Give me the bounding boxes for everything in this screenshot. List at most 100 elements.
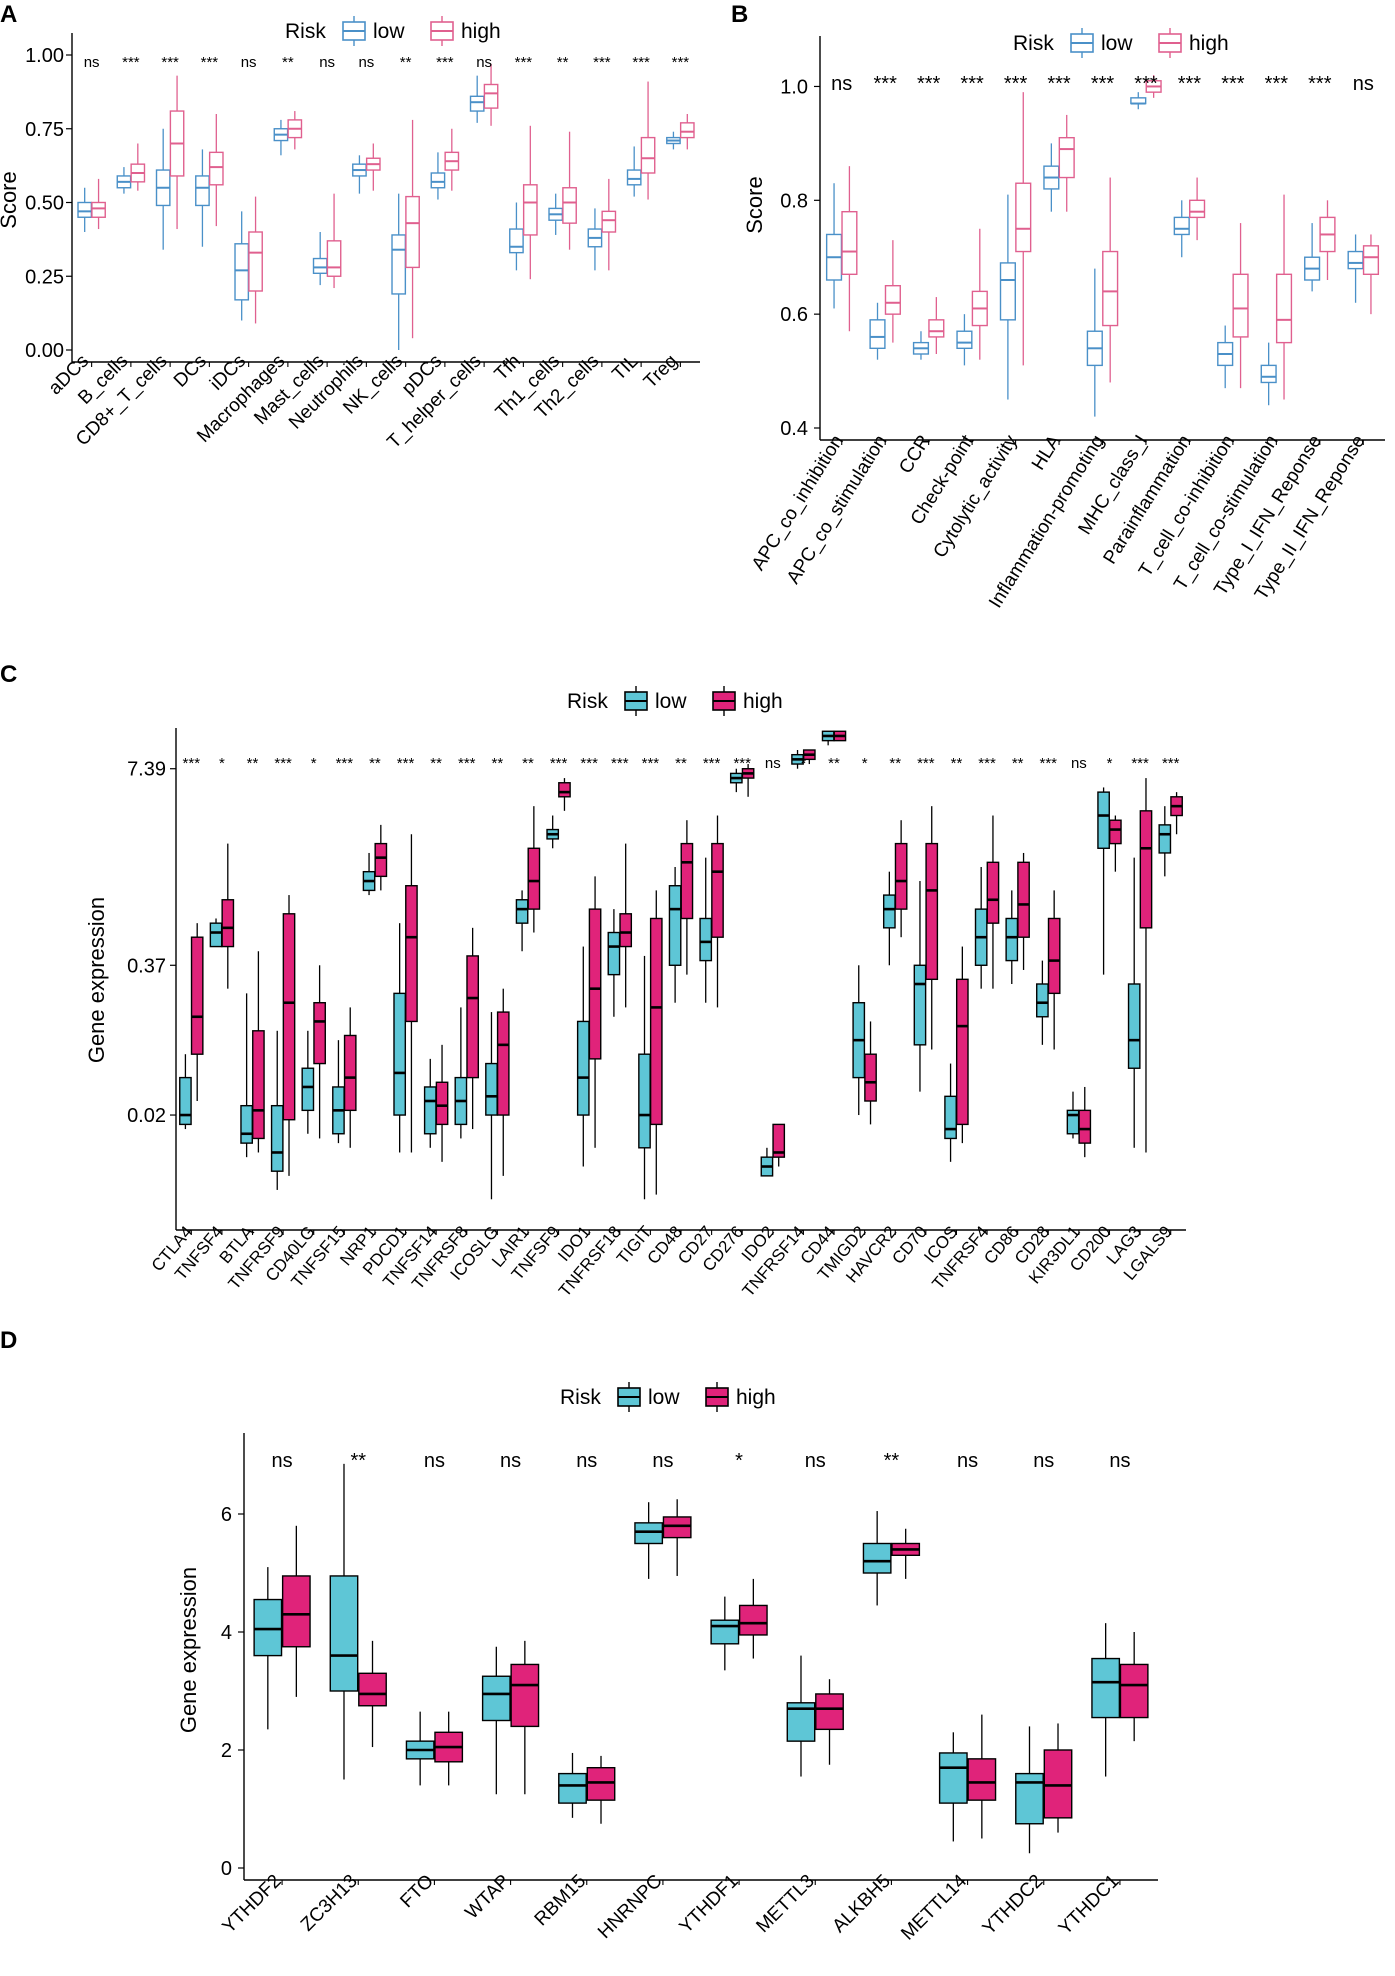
box-high-pDCs bbox=[444, 128, 460, 191]
box-high-CD27 bbox=[711, 815, 724, 1008]
significance-label: *** bbox=[593, 54, 611, 71]
y-tick-label: 0.8 bbox=[780, 190, 808, 212]
significance-label: * bbox=[1107, 755, 1113, 772]
box-body bbox=[1127, 983, 1141, 1069]
significance-label: ns bbox=[1071, 755, 1087, 772]
box-low-Th2_cells bbox=[587, 208, 603, 271]
panel-label: B bbox=[731, 1, 748, 28]
box-body bbox=[607, 931, 621, 976]
significance-label: ** bbox=[350, 1450, 366, 1472]
box-high-METTL3 bbox=[815, 1679, 844, 1765]
box-high-TNFRSF14 bbox=[802, 749, 816, 765]
box-low-CD27 bbox=[699, 857, 713, 1003]
box-body bbox=[221, 899, 235, 948]
legend-title: Risk bbox=[285, 20, 326, 43]
significance-label: *** bbox=[1221, 73, 1245, 95]
box-high-CD200 bbox=[1109, 815, 1122, 872]
significance-label: ns bbox=[84, 54, 100, 71]
box-low-ZC3H13 bbox=[329, 1463, 359, 1780]
box-body bbox=[393, 992, 407, 1116]
significance-label: *** bbox=[917, 755, 935, 772]
box-high-CD28 bbox=[1047, 890, 1061, 1050]
box-high-LGALS9 bbox=[1170, 792, 1183, 835]
significance-label: ** bbox=[369, 755, 381, 772]
panel-label: C bbox=[0, 661, 17, 688]
box-body bbox=[928, 319, 945, 338]
box-body bbox=[1119, 1663, 1149, 1719]
y-axis-title: Gene expression bbox=[176, 1567, 201, 1733]
significance-label: *** bbox=[874, 73, 898, 95]
box-body bbox=[588, 908, 602, 1060]
box-high-RBM15 bbox=[586, 1755, 616, 1824]
significance-label: ns bbox=[272, 1450, 293, 1472]
box-low-RBM15 bbox=[558, 1752, 587, 1818]
significance-label: ** bbox=[828, 755, 840, 772]
box-low-Type_II_IFN_Reponse bbox=[1347, 234, 1364, 303]
box-high-IDO2 bbox=[772, 1123, 786, 1167]
box-low-LGALS9 bbox=[1158, 806, 1172, 877]
x-tick-label: METTL14 bbox=[897, 1870, 971, 1944]
legend-label-low: low bbox=[655, 690, 687, 713]
box-high-CD44 bbox=[833, 730, 847, 742]
box-body bbox=[1109, 819, 1122, 845]
box-body bbox=[640, 136, 656, 174]
box-high-LAIR1 bbox=[527, 806, 541, 933]
significance-label: ns bbox=[424, 1450, 445, 1472]
box-body bbox=[496, 1011, 510, 1116]
significance-label: ** bbox=[430, 755, 442, 772]
significance-label: *** bbox=[122, 54, 140, 71]
box-low-IDO1 bbox=[576, 946, 590, 1167]
box-high-HNRNPC bbox=[662, 1499, 692, 1576]
box-high-CD276 bbox=[741, 764, 755, 797]
box-high-MHC_class_I bbox=[1145, 75, 1162, 98]
box-low-TNFSF15 bbox=[332, 1040, 345, 1144]
x-tick-label: HNRNPC bbox=[594, 1871, 666, 1943]
box-low-CD276 bbox=[729, 768, 743, 793]
box-body bbox=[967, 1758, 997, 1801]
box-body bbox=[862, 1542, 892, 1574]
box-body bbox=[234, 243, 250, 301]
box-high-METTL14 bbox=[967, 1714, 997, 1839]
box-body bbox=[190, 936, 204, 1055]
box-body bbox=[313, 1002, 326, 1065]
box-body bbox=[1139, 810, 1153, 929]
significance-label: *** bbox=[1091, 73, 1115, 95]
box-high-HLA bbox=[1058, 114, 1075, 212]
box-low-iDCs bbox=[234, 211, 250, 321]
box-high-KIR3DL1 bbox=[1078, 1086, 1092, 1158]
significance-label: ** bbox=[400, 54, 412, 71]
box-high-NRP1 bbox=[374, 824, 388, 891]
panel-label: A bbox=[0, 1, 17, 28]
significance-label: *** bbox=[632, 54, 650, 71]
box-body bbox=[1005, 917, 1019, 962]
legend-title: Risk bbox=[560, 1386, 601, 1409]
box-high-Th1_cells bbox=[562, 131, 577, 250]
box-high-Neutrophils bbox=[365, 143, 381, 191]
box-body bbox=[1091, 1657, 1121, 1719]
box-low-aDCs bbox=[77, 187, 93, 232]
box-high-TMIGD2 bbox=[864, 1021, 877, 1125]
box-low-CD44 bbox=[821, 730, 835, 746]
box-high-Type_I_IFN_Reponse bbox=[1319, 200, 1336, 280]
box-low-TIGIT bbox=[638, 955, 651, 1200]
box-body bbox=[558, 1772, 587, 1804]
box-low-Type_I_IFN_Reponse bbox=[1304, 223, 1321, 292]
box-high-Mast_cells bbox=[326, 193, 342, 289]
box-body bbox=[864, 1053, 877, 1102]
box-high-TNFRSF8 bbox=[466, 927, 480, 1130]
legend-label-high: high bbox=[736, 1386, 776, 1409]
box-high-ZC3H13 bbox=[358, 1640, 387, 1748]
box-body bbox=[522, 184, 538, 236]
y-tick-label: 0.50 bbox=[25, 193, 64, 215]
box-high-TIL bbox=[640, 81, 656, 200]
x-tick-label: WTAP bbox=[461, 1871, 514, 1924]
box-high-WTAP bbox=[510, 1640, 540, 1795]
box-body bbox=[944, 1095, 957, 1140]
significance-label: * bbox=[801, 755, 807, 772]
box-low-HLA bbox=[1043, 143, 1060, 212]
box-body bbox=[209, 922, 223, 948]
box-low-ALKBH5 bbox=[862, 1511, 892, 1606]
box-body bbox=[913, 964, 927, 1046]
box-high-TNFRSF18 bbox=[619, 843, 633, 1008]
box-high-IDO1 bbox=[588, 876, 602, 1148]
